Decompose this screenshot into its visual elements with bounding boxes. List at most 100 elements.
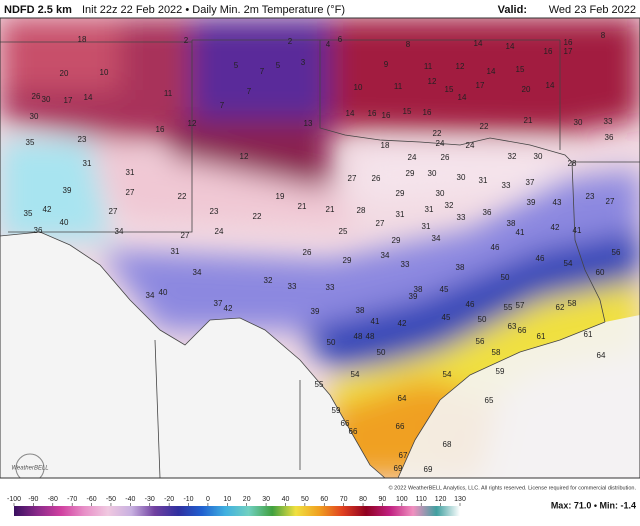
point-value: 38 (507, 219, 516, 228)
point-value: 5 (276, 61, 281, 70)
point-value: 31 (422, 222, 431, 231)
point-value: 34 (193, 268, 202, 277)
point-value: 24 (408, 153, 417, 162)
point-value: 34 (432, 234, 441, 243)
point-value: 34 (115, 227, 124, 236)
point-value: 22 (433, 129, 442, 138)
colorbar-tick-label: -20 (164, 496, 174, 503)
point-value: 16 (156, 125, 165, 134)
colorbar-tick-label: 90 (379, 496, 387, 503)
point-value: 12 (240, 152, 249, 161)
valid-time: Wed 23 Feb 2022 (549, 4, 636, 16)
point-value: 64 (597, 351, 606, 360)
point-value: 29 (396, 189, 405, 198)
point-value: 59 (496, 367, 505, 376)
point-value: 16 (368, 109, 377, 118)
point-value: 48 (354, 332, 363, 341)
colorbar-tick-label: 110 (416, 496, 427, 503)
point-value: 30 (457, 173, 466, 182)
point-value: 56 (476, 337, 485, 346)
colorbar-tick-label: 80 (359, 496, 367, 503)
point-value: 33 (401, 260, 410, 269)
point-value: 39 (311, 307, 320, 316)
point-value: 66 (396, 422, 405, 431)
point-value: 29 (392, 236, 401, 245)
point-value: 61 (584, 330, 593, 339)
colorbar-tick-label: -80 (48, 496, 58, 503)
point-value: 50 (377, 348, 386, 357)
point-value: 69 (424, 465, 433, 474)
point-value: 26 (32, 92, 41, 101)
point-value: 32 (445, 201, 454, 210)
map-frame (0, 17, 640, 479)
point-value: 7 (220, 101, 225, 110)
point-value: 3 (301, 58, 306, 67)
point-value: 41 (573, 226, 582, 235)
point-value: 55 (315, 380, 324, 389)
point-value: 8 (406, 40, 411, 49)
point-value: 22 (178, 192, 187, 201)
point-value: 39 (409, 292, 418, 301)
point-value: 35 (24, 209, 33, 218)
colorbar-tick-label: -70 (67, 496, 77, 503)
point-value: 36 (34, 226, 43, 235)
point-value: 17 (476, 81, 485, 90)
point-value: 24 (466, 141, 475, 150)
point-value: 27 (109, 207, 118, 216)
point-value: 38 (414, 285, 423, 294)
point-value: 40 (159, 288, 168, 297)
valid-label: Valid: (498, 4, 527, 16)
point-value: 31 (126, 168, 135, 177)
point-value: 54 (564, 259, 573, 268)
point-value: 46 (466, 300, 475, 309)
point-value: 45 (440, 285, 449, 294)
point-value: 42 (43, 205, 52, 214)
point-value: 56 (612, 248, 621, 257)
logo-ring (15, 453, 45, 478)
point-value: 7 (247, 87, 252, 96)
colorbar-tick-label: -100 (7, 496, 21, 503)
point-value: 14 (458, 93, 467, 102)
colorbar-tick-label: -90 (28, 496, 38, 503)
point-value: 66 (341, 419, 350, 428)
point-value: 30 (428, 169, 437, 178)
point-value: 28 (357, 206, 366, 215)
point-value: 27 (126, 188, 135, 197)
point-value: 10 (100, 68, 109, 77)
point-value: 30 (30, 112, 39, 121)
point-value: 30 (436, 189, 445, 198)
point-value: 14 (506, 42, 515, 51)
colorbar-tick-label: -30 (145, 496, 155, 503)
point-value: 24 (436, 139, 445, 148)
point-value: 27 (606, 197, 615, 206)
point-value: 27 (181, 231, 190, 240)
point-value: 37 (214, 299, 223, 308)
point-value: 61 (537, 332, 546, 341)
colorbar-tick-label: 60 (320, 496, 328, 503)
point-value: 23 (78, 135, 87, 144)
point-value: 38 (356, 306, 365, 315)
point-value: 40 (60, 218, 69, 227)
point-value: 31 (396, 210, 405, 219)
point-value: 14 (474, 39, 483, 48)
point-value: 33 (604, 117, 613, 126)
point-value: 54 (443, 370, 452, 379)
point-value: 39 (527, 198, 536, 207)
colorbar-tick-label: 50 (301, 496, 309, 503)
colorbar-tick-label: 10 (223, 496, 231, 503)
point-value: 33 (457, 213, 466, 222)
point-value: 26 (303, 248, 312, 257)
point-value: 50 (501, 273, 510, 282)
point-value: 64 (398, 394, 407, 403)
header-bar (0, 0, 640, 18)
point-value: 27 (348, 174, 357, 183)
point-value: 45 (442, 313, 451, 322)
colorbar-tick-label: -10 (183, 496, 193, 503)
point-value: 15 (403, 107, 412, 116)
colorbar-tick-label: 0 (206, 496, 210, 503)
point-value: 55 (504, 303, 513, 312)
point-value: 12 (188, 119, 197, 128)
